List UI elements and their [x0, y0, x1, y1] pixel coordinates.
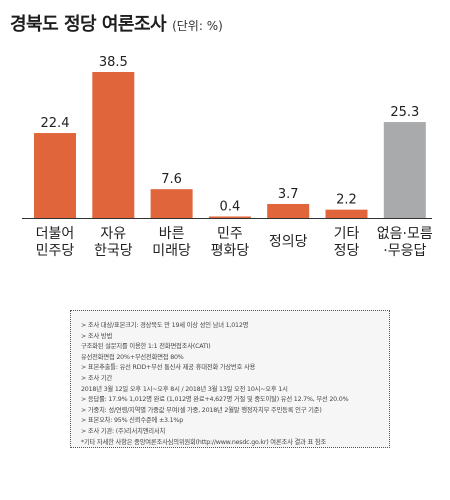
note-line: > 조사 대상/표본크기: 경상북도 만 19세 이상 성인 남녀 1,012명	[81, 322, 249, 329]
category-label-2-0: 바른	[159, 226, 185, 242]
note-line: > 조사 기간	[81, 374, 113, 382]
category-label-4-0: 정의당	[269, 234, 308, 250]
value-label-0: 22.4	[41, 116, 70, 131]
value-label-2: 7.6	[161, 172, 182, 187]
value-label-1: 38.5	[99, 55, 128, 70]
bar-6	[383, 122, 426, 218]
category-label-5-1: 정당	[334, 243, 360, 259]
bar-3	[208, 216, 251, 218]
note-line: 구조화된 설문지를 이용한 1:1 전화면접조사(CATI)	[81, 343, 211, 351]
survey-notes-box: > 조사 대상/표본크기: 경상북도 만 19세 이상 성인 남녀 1,012명…	[70, 310, 390, 448]
bar-2	[150, 189, 193, 218]
bar-5	[325, 209, 368, 218]
title-row: 경북도 정당 여론조사 (단위: %)	[10, 10, 223, 40]
note-line: > 표본오차: 95% 신뢰수준에 ±3.1%p	[81, 417, 184, 425]
category-label-1-0: 자유	[100, 226, 126, 242]
category-label-1-1: 한국당	[94, 243, 133, 259]
category-label-6-1: ·무응답	[383, 243, 426, 259]
note-line: 유선전화면접 20%+무선전화면접 80%	[81, 353, 184, 361]
category-label-3-0: 민주	[217, 226, 243, 242]
category-label-2-1: 미래당	[152, 243, 191, 259]
category-label-0-1: 민주당	[36, 243, 75, 259]
note-line: > 표본추출틀: 유선 RDD+무선 통신사 제공 휴대전화 가상번호 사용	[81, 364, 256, 372]
bar-0	[34, 133, 76, 218]
bar-1	[92, 72, 135, 218]
category-label-0-0: 더불어	[36, 226, 75, 242]
category-label-5-0: 기타	[334, 226, 360, 242]
chart-title: 경북도 정당 여론조사	[10, 14, 167, 35]
value-label-4: 3.7	[278, 187, 299, 202]
note-line: *기타 자세한 사항은 중앙여론조사심의위원회(http://www.nesdc…	[81, 438, 327, 446]
value-label-3: 0.4	[220, 199, 241, 214]
note-line: > 조사 기관: (주)리서치앤리서치	[81, 427, 166, 435]
note-line: > 가중치: 성/연령/지역별 가중값 부여(셀 가중, 2018년 2월말 행…	[81, 406, 322, 414]
unit-label: (단위: %)	[172, 19, 223, 33]
value-label-5: 2.2	[336, 193, 357, 208]
note-line: > 응답률: 17.9% 1,012명 완료 (1,012명 완료+4,627명…	[81, 396, 349, 404]
note-line: > 조사 방법	[81, 332, 113, 340]
value-label-6: 25.3	[390, 105, 419, 120]
category-label-3-1: 평화당	[211, 243, 250, 259]
note-line: 2018년 3월 12일 오후 1시~오후 8시 / 2018년 3월 13일 …	[81, 385, 288, 393]
bar-4	[267, 203, 310, 218]
category-label-6-0: 없음·모름	[377, 226, 433, 242]
